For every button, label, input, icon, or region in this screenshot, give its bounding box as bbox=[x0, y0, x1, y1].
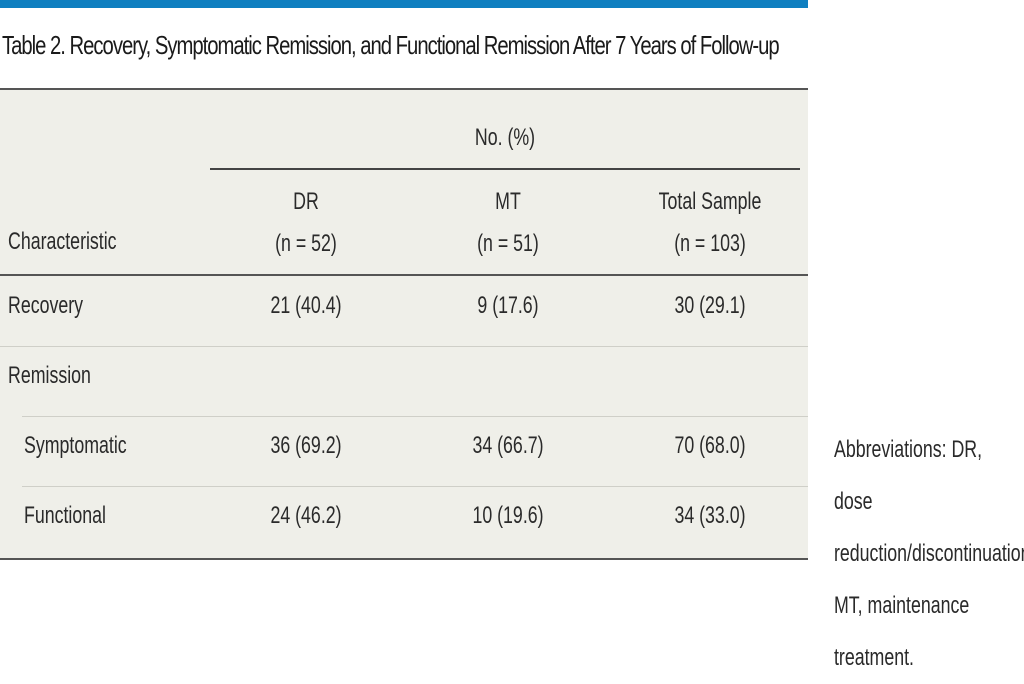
header-rule bbox=[0, 274, 808, 276]
accent-bar bbox=[0, 0, 808, 8]
row-divider bbox=[0, 346, 808, 347]
column-header-mt: MT bbox=[495, 188, 521, 215]
column-header-total-n: (n = 103) bbox=[674, 230, 746, 257]
cell-symptomatic-mt: 34 (66.7) bbox=[472, 432, 544, 459]
row-divider bbox=[22, 416, 808, 417]
row-label-symptomatic: Symptomatic bbox=[24, 432, 127, 459]
column-header-dr: DR bbox=[293, 188, 319, 215]
row-label-remission: Remission bbox=[8, 362, 91, 389]
cell-functional-dr: 24 (46.2) bbox=[270, 502, 342, 529]
cell-functional-total: 34 (33.0) bbox=[674, 502, 746, 529]
column-header-mt-n: (n = 51) bbox=[477, 230, 539, 257]
group-header: No. (%) bbox=[474, 124, 536, 151]
column-header-total: Total Sample bbox=[658, 188, 762, 215]
cell-recovery-dr: 21 (40.4) bbox=[270, 292, 342, 319]
cell-recovery-mt: 9 (17.6) bbox=[477, 292, 539, 319]
cell-symptomatic-dr: 36 (69.2) bbox=[270, 432, 342, 459]
cell-functional-mt: 10 (19.6) bbox=[472, 502, 544, 529]
table-title: Table 2. Recovery, Symptomatic Remission… bbox=[2, 30, 780, 60]
abbreviations-footnote: Abbreviations: DR, dose reduction/discon… bbox=[834, 436, 1024, 671]
cell-symptomatic-total: 70 (68.0) bbox=[674, 432, 746, 459]
row-divider bbox=[22, 486, 808, 487]
group-header-rule bbox=[210, 168, 800, 170]
cell-recovery-total: 30 (29.1) bbox=[674, 292, 746, 319]
row-label-recovery: Recovery bbox=[8, 292, 84, 319]
row-label-functional: Functional bbox=[24, 502, 106, 529]
characteristic-header: Characteristic bbox=[8, 228, 117, 255]
data-table: No. (%) Characteristic DR (n = 52) MT (n… bbox=[0, 88, 808, 560]
column-header-dr-n: (n = 52) bbox=[275, 230, 337, 257]
